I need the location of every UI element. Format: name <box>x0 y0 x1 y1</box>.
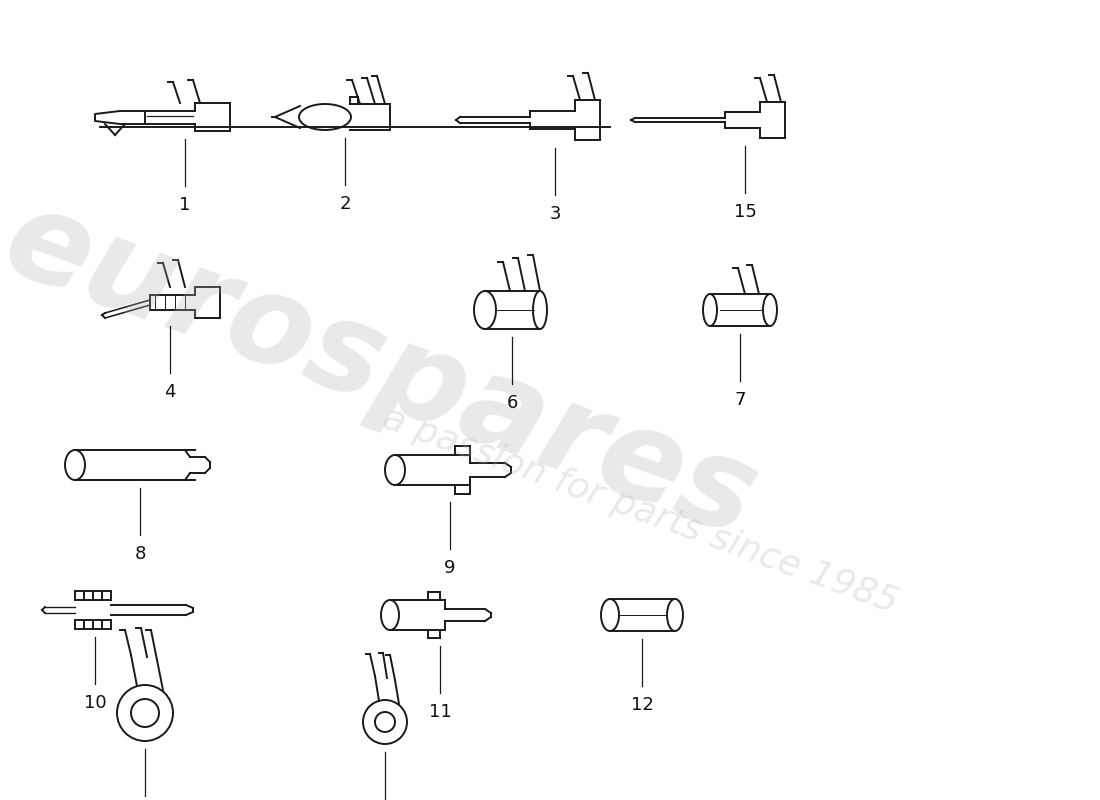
Text: 11: 11 <box>429 703 451 721</box>
Text: 8: 8 <box>134 545 145 563</box>
Text: a passion for parts since 1985: a passion for parts since 1985 <box>377 401 902 619</box>
Text: eurospares: eurospares <box>0 178 772 562</box>
Text: 12: 12 <box>630 696 653 714</box>
Text: 1: 1 <box>179 196 190 214</box>
Text: 4: 4 <box>164 383 176 401</box>
Text: 3: 3 <box>549 205 561 223</box>
Text: 9: 9 <box>444 559 455 577</box>
Text: 10: 10 <box>84 694 107 712</box>
Text: 6: 6 <box>506 394 518 412</box>
Text: 15: 15 <box>734 203 757 221</box>
Text: 2: 2 <box>339 195 351 213</box>
Text: 7: 7 <box>735 391 746 409</box>
